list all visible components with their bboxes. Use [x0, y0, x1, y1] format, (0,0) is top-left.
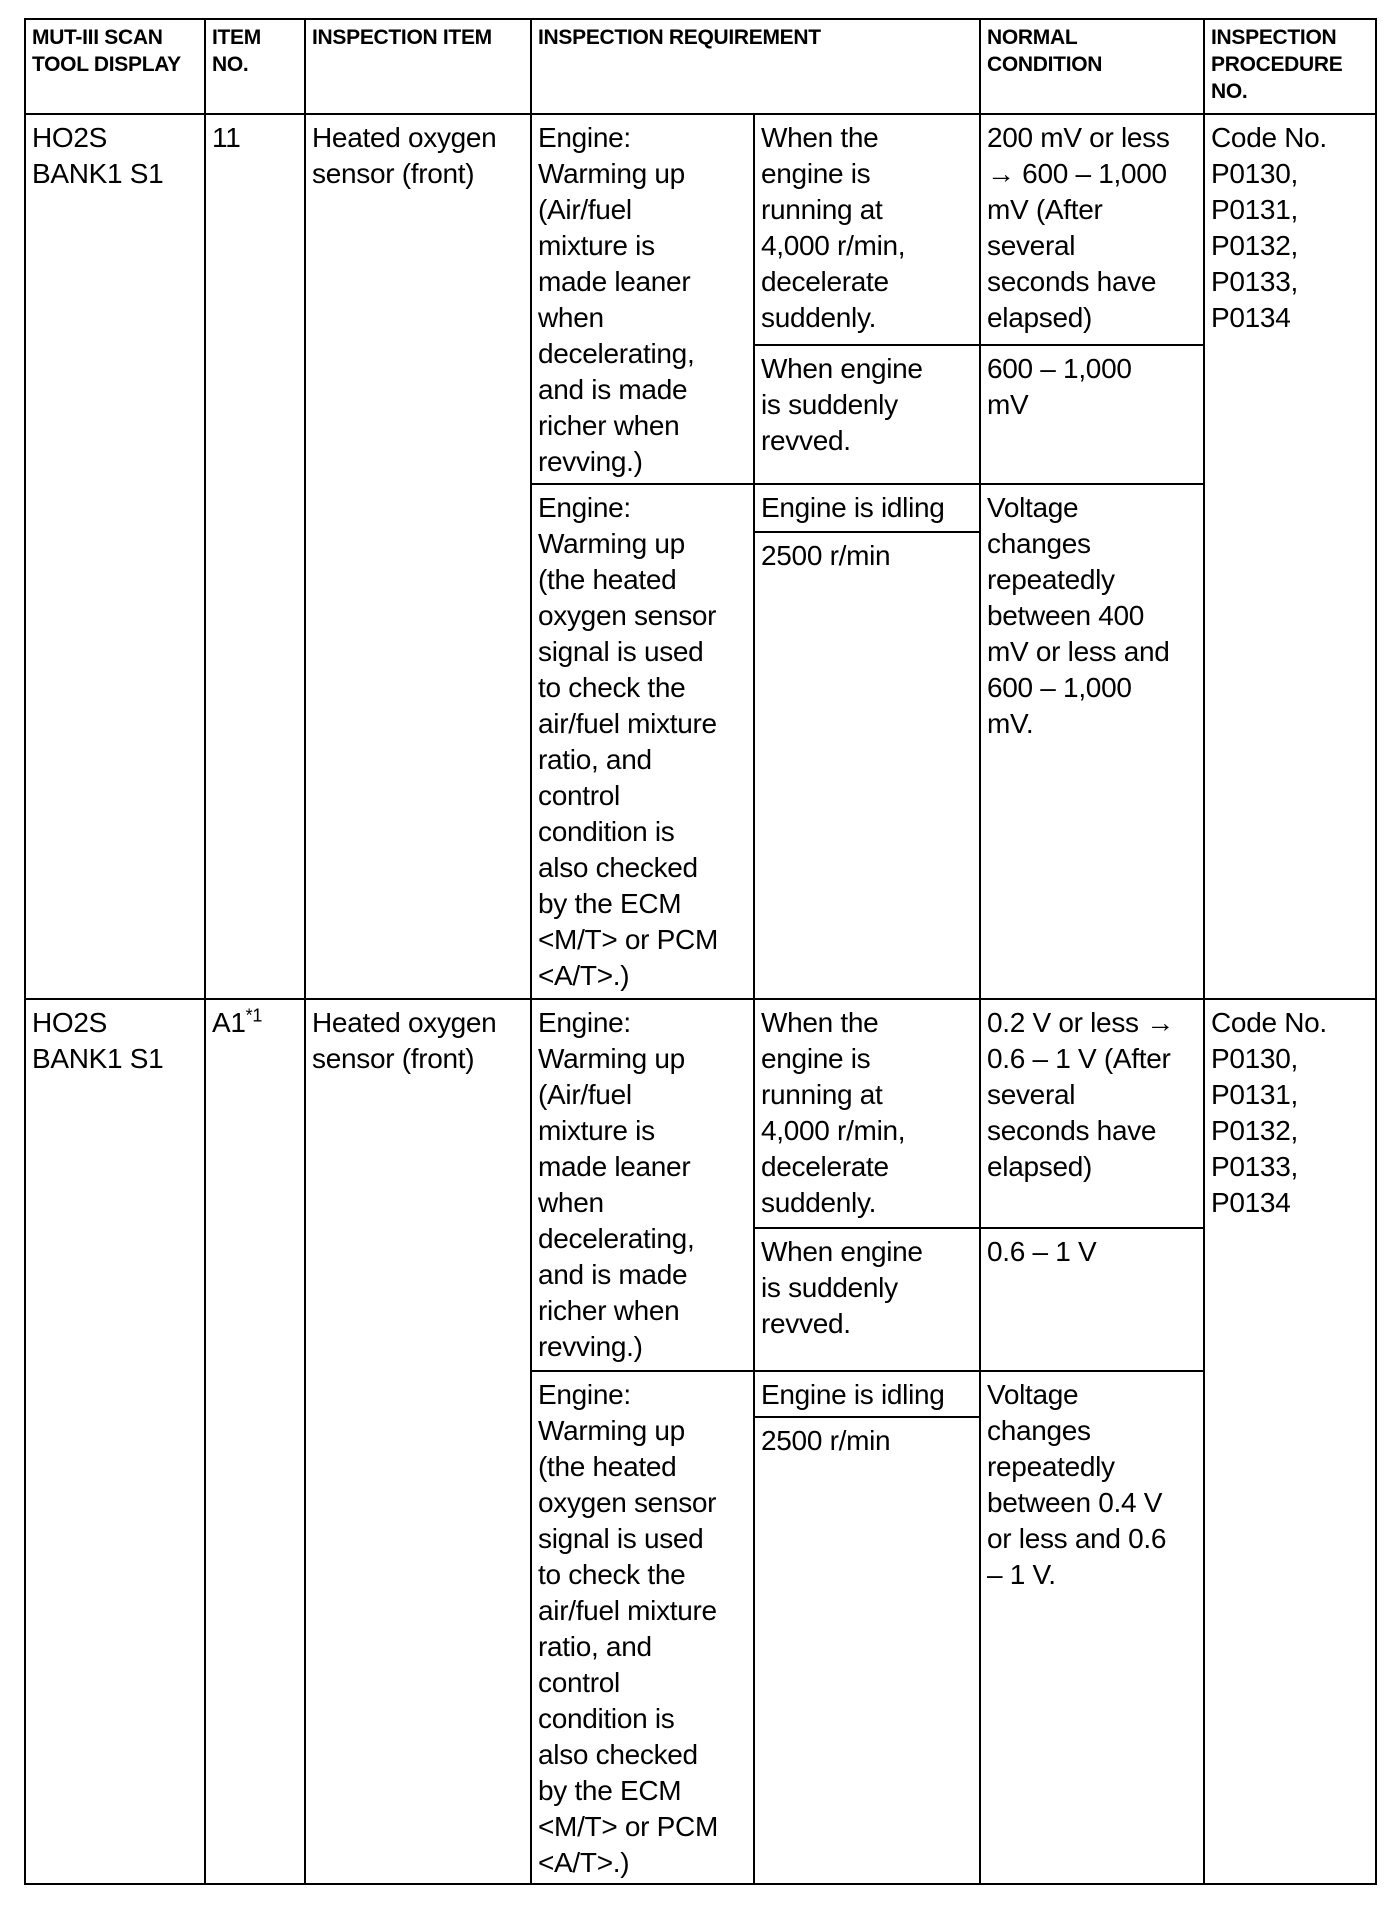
footnote-marker: *1 [245, 1005, 263, 1026]
requirement-condition-idling: Engine is idling [753, 483, 981, 533]
requirement-engine-state-2: Engine: Warming up (the heated oxygen se… [530, 1370, 755, 1885]
scan-tool-display: HO2S BANK1 S1 [24, 998, 206, 1885]
normal-condition-revved: 600 – 1,000 mV [979, 344, 1205, 485]
inspection-procedure-no: Code No. P0130, P0131, P0132, P0133, P01… [1203, 113, 1377, 1000]
requirement-condition-revved: When engine is suddenly revved. [753, 344, 981, 485]
requirement-condition-idling: Engine is idling [753, 1370, 981, 1418]
header-inspection-procedure-no: INSPECTION PROCEDURE NO. [1203, 18, 1377, 115]
normal-condition-decelerate: 0.2 V or less → 0.6 – 1 V (After several… [979, 998, 1205, 1229]
item-no: A1*1 [204, 998, 306, 1885]
inspection-procedure-no: Code No. P0130, P0131, P0132, P0133, P01… [1203, 998, 1377, 1885]
header-inspection-requirement: INSPECTION REQUIREMENT [530, 18, 981, 115]
item-number: 11 [212, 122, 241, 153]
requirement-condition-decelerate: When the engine is running at 4,000 r/mi… [753, 998, 981, 1229]
requirement-engine-state-2: Engine: Warming up (the heated oxygen se… [530, 483, 755, 1000]
scan-tool-display: HO2S BANK1 S1 [24, 113, 206, 1000]
normal-condition-decelerate: 200 mV or less → 600 – 1,000 mV (After s… [979, 113, 1205, 346]
requirement-condition-2500: 2500 r/min [753, 1416, 981, 1885]
inspection-item: Heated oxygen sensor (front) [304, 113, 532, 1000]
normal-condition-voltage: Voltage changes repeatedly between 0.4 V… [979, 1370, 1205, 1885]
header-normal-condition: NORMAL CONDITION [979, 18, 1205, 115]
header-inspection-item: INSPECTION ITEM [304, 18, 532, 115]
item-number: A1 [212, 1007, 246, 1038]
normal-condition-revved: 0.6 – 1 V [979, 1227, 1205, 1372]
header-item-no: ITEM NO. [204, 18, 306, 115]
requirement-condition-revved: When engine is suddenly revved. [753, 1227, 981, 1372]
normal-condition-voltage: Voltage changes repeatedly between 400 m… [979, 483, 1205, 1000]
requirement-engine-state-1: Engine: Warming up (Air/fuel mixture is … [530, 113, 755, 485]
requirement-condition-2500: 2500 r/min [753, 531, 981, 1000]
item-no: 11 [204, 113, 306, 1000]
requirement-condition-decelerate: When the engine is running at 4,000 r/mi… [753, 113, 981, 346]
requirement-engine-state-1: Engine: Warming up (Air/fuel mixture is … [530, 998, 755, 1372]
inspection-item: Heated oxygen sensor (front) [304, 998, 532, 1885]
header-scan-tool-display: MUT-III SCAN TOOL DISPLAY [24, 18, 206, 115]
